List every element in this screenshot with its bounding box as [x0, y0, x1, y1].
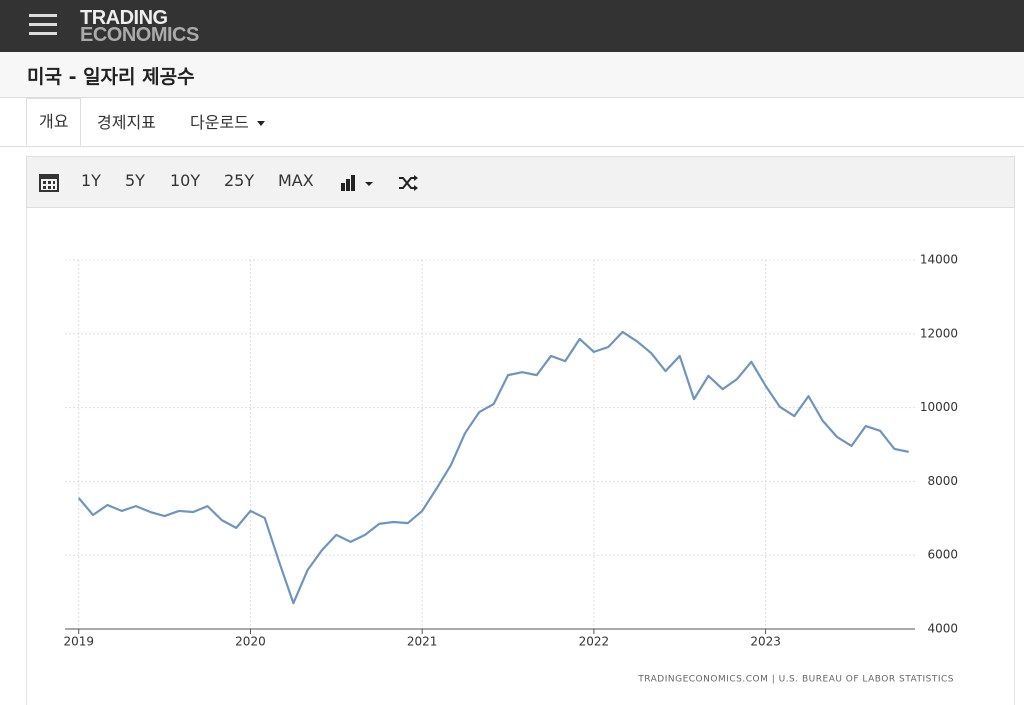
- y-tick-label: 10000: [920, 400, 958, 414]
- range-button[interactable]: 10Y: [170, 171, 201, 190]
- compare-button[interactable]: [397, 173, 419, 193]
- tab[interactable]: 다운로드: [190, 109, 265, 133]
- y-tick-label: 8000: [927, 474, 958, 488]
- x-tick-label: 2023: [750, 635, 781, 649]
- y-tick-label: 4000: [927, 622, 958, 636]
- data-line: [77, 330, 909, 605]
- x-tick-label: 2021: [407, 635, 438, 649]
- y-tick-label: 12000: [920, 326, 958, 340]
- caret: [256, 121, 265, 126]
- toolbar: 1Y 5Y 10Y 25Y MAX: [26, 156, 1015, 208]
- x-tick-label: 2022: [579, 635, 610, 649]
- logo-line2[interactable]: ECONOMICS: [80, 24, 199, 46]
- tab-label: 다운로드: [190, 113, 249, 132]
- x-tick-label: 2019: [63, 635, 94, 649]
- x-tick-label: 2020: [235, 635, 266, 649]
- source-note: TRADINGECONOMICS.COM | U.S. BUREAU OF LA…: [637, 675, 954, 685]
- tab-bar: 개요 경제지표 다운로드: [0, 98, 1024, 147]
- chart-type-button[interactable]: [339, 173, 379, 193]
- logo-line1[interactable]: TRADING: [80, 7, 168, 29]
- title-bar: 미국 - 일자리 제공수: [0, 52, 1024, 98]
- y-tick-label: 14000: [920, 253, 958, 267]
- range-button[interactable]: MAX: [278, 171, 314, 190]
- calendar-icon[interactable]: [39, 173, 59, 193]
- tab[interactable]: 경제지표: [97, 113, 156, 132]
- page-title: 미국 - 일자리 제공수: [27, 66, 195, 88]
- tab[interactable]: 개요: [26, 98, 82, 146]
- range-button[interactable]: 25Y: [224, 171, 255, 190]
- y-tick-label: 6000: [927, 548, 958, 562]
- top-bar: TRADING ECONOMICS: [0, 0, 1024, 52]
- chart-panel: [26, 208, 1015, 705]
- range-button[interactable]: 1Y: [81, 171, 101, 190]
- range-button[interactable]: 5Y: [125, 171, 145, 190]
